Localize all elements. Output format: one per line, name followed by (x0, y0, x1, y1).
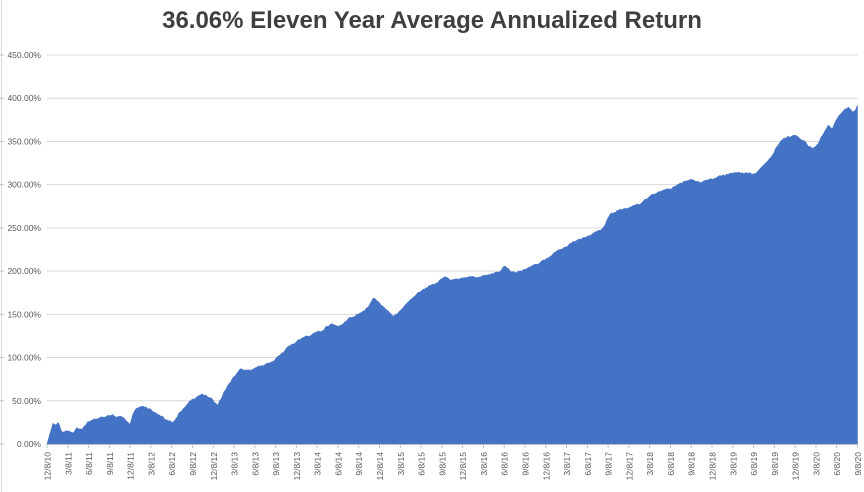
y-tick-label: 100.00% (7, 353, 41, 363)
y-tick-label: 200.00% (7, 266, 41, 276)
y-tick-label: 400.00% (7, 93, 41, 103)
y-tick-label: 250.00% (7, 223, 41, 233)
y-axis-labels: 0.00% 50.00% 100.00% 150.00% 200.00% 250.00% 3… (7, 50, 41, 449)
x-tick-label: 12/8/16 (541, 452, 551, 481)
x-tick-label: 6/8/12 (167, 452, 177, 476)
x-tick-label: 3/8/14 (313, 452, 323, 476)
x-tick-label: 9/8/14 (354, 452, 364, 476)
x-tick-label: 3/8/17 (562, 452, 572, 476)
x-tick-label: 12/8/14 (375, 452, 385, 481)
y-tick-label: 300.00% (7, 180, 41, 190)
x-tick-label: 6/8/14 (333, 452, 343, 476)
x-tick-label: 3/8/19 (728, 452, 738, 476)
x-tick-label: 3/8/18 (645, 452, 655, 476)
x-tick-label: 9/8/19 (770, 452, 780, 476)
x-tick-label: 9/8/18 (687, 452, 697, 476)
x-tick-label: 6/8/15 (417, 452, 427, 476)
x-axis (46, 444, 858, 448)
x-tick-label: 9/8/17 (604, 452, 614, 476)
y-tick-label: 50.00% (12, 396, 41, 406)
x-tick-label: 6/8/16 (500, 452, 510, 476)
x-tick-label: 12/8/12 (209, 452, 219, 481)
x-tick-label: 9/8/16 (521, 452, 531, 476)
x-tick-label: 3/8/16 (479, 452, 489, 476)
x-tick-label: 6/8/18 (666, 452, 676, 476)
y-tick-label: 150.00% (7, 309, 41, 319)
y-tick-label: 0.00% (17, 439, 42, 449)
x-tick-label: 12/8/19 (791, 452, 801, 481)
x-tick-label: 3/8/20 (811, 452, 821, 476)
chart-border (0, 0, 4, 492)
x-tick-label: 3/8/12 (146, 452, 156, 476)
y-tick-label: 450.00% (7, 50, 41, 60)
area-series (46, 105, 858, 445)
x-tick-label: 6/8/17 (583, 452, 593, 476)
x-tick-label: 9/8/13 (271, 452, 281, 476)
y-tick-label: 350.00% (7, 136, 41, 146)
x-tick-label: 12/8/17 (624, 452, 634, 481)
x-tick-label: 3/8/15 (396, 452, 406, 476)
x-tick-label: 12/8/13 (292, 452, 302, 481)
x-tick-label: 9/8/15 (437, 452, 447, 476)
x-tick-label: 9/8/12 (188, 452, 198, 476)
x-tick-label: 12/8/10 (43, 452, 53, 481)
chart-title: 36.06% Eleven Year Average Annualized Re… (162, 7, 702, 34)
x-tick-label: 9/8/20 (853, 452, 863, 476)
x-tick-label: 12/8/15 (458, 452, 468, 481)
x-tick-label: 6/8/13 (250, 452, 260, 476)
x-tick-label: 3/8/11 (63, 452, 73, 475)
x-tick-label: 6/8/11 (84, 452, 94, 475)
x-tick-label: 12/8/11 (126, 452, 136, 480)
x-tick-label: 9/8/11 (105, 452, 115, 475)
x-tick-label: 6/8/19 (749, 452, 759, 476)
x-tick-label: 3/8/13 (230, 452, 240, 476)
x-tick-label: 6/8/20 (832, 452, 842, 476)
x-tick-label: 12/8/18 (708, 452, 718, 481)
x-axis-labels: 12/8/10 3/8/11 6/8/11 9/8/11 12/8/11 3/8/12 6/… (43, 452, 864, 481)
